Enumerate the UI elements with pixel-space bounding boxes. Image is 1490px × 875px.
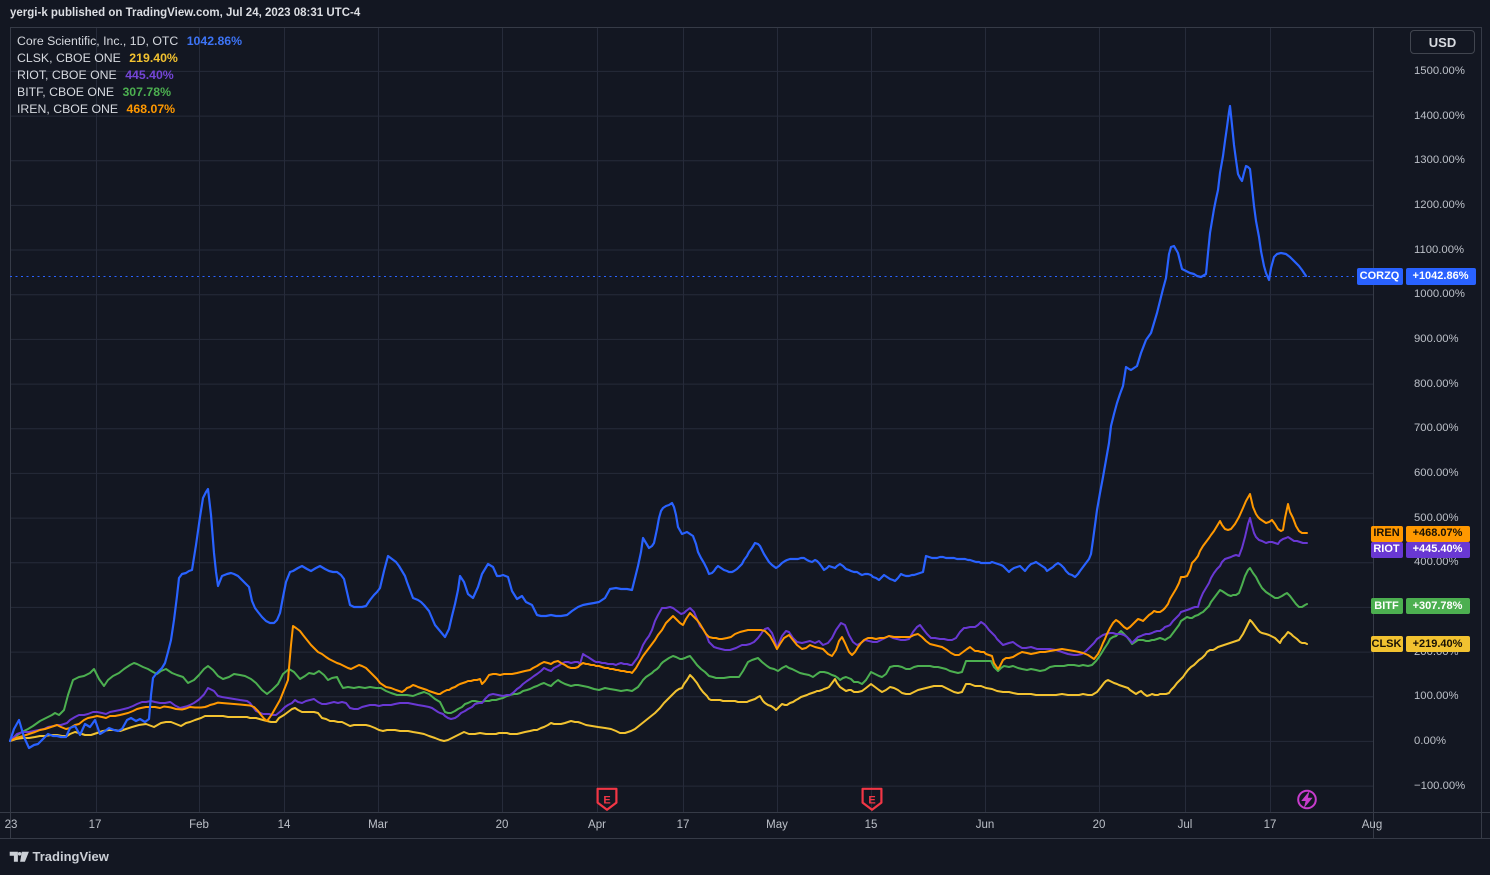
svg-text:E: E	[868, 795, 875, 807]
svg-text:E: E	[603, 795, 610, 807]
